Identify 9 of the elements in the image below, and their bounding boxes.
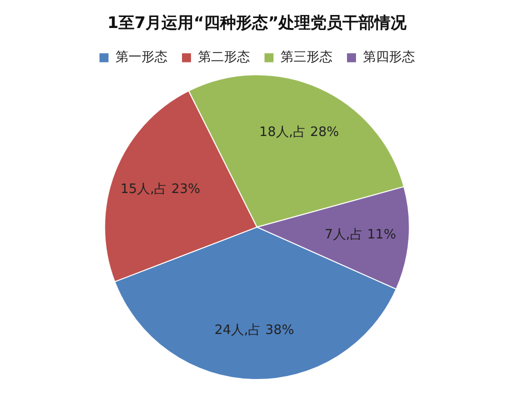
legend-label: 第二形态 [198, 50, 250, 66]
data-label: 24人,占 38% [214, 323, 294, 338]
chart-title: 1至7月运用“四种形态”处理党员干部情况 [107, 12, 408, 32]
legend-label: 第三形态 [280, 50, 332, 66]
data-label: 18人,占 28% [259, 124, 340, 140]
data-label: 15人,占 23% [120, 182, 200, 198]
data-label: 7人,占 11% [324, 227, 396, 242]
legend-label: 第一形态 [116, 50, 168, 66]
legend-label: 第四形态 [363, 50, 415, 66]
